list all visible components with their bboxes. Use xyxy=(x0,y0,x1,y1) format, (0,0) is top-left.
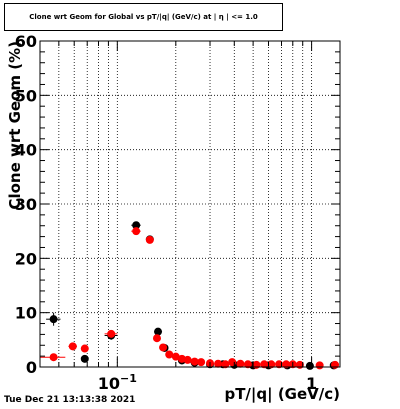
y-axis-title: Clone wrt Geom (%) xyxy=(6,41,24,210)
data-point xyxy=(80,354,89,363)
y-tick-label: 60 xyxy=(15,32,37,51)
data-point xyxy=(331,360,340,369)
data-point xyxy=(80,344,89,353)
data-point xyxy=(260,360,269,369)
timestamp: Tue Dec 21 13:13:38 2021 xyxy=(4,395,136,405)
x-axis-title: pT/|q| (GeV/c) xyxy=(224,385,340,404)
data-series xyxy=(40,221,340,370)
y-tick-label: 20 xyxy=(15,249,37,268)
data-point xyxy=(68,342,77,351)
x-tick-label: 10−1 xyxy=(98,372,137,393)
data-point xyxy=(171,352,180,361)
data-point xyxy=(228,358,237,367)
y-tick-label: 40 xyxy=(15,141,37,160)
data-point xyxy=(132,221,141,230)
data-point xyxy=(267,360,276,369)
series-0 xyxy=(46,221,338,370)
y-tick-label: 0 xyxy=(26,358,37,377)
data-point xyxy=(315,361,324,370)
data-point xyxy=(305,361,314,370)
y-tick-label: 50 xyxy=(15,86,37,105)
series-1 xyxy=(40,227,340,370)
data-point xyxy=(252,360,261,369)
data-point xyxy=(183,355,192,364)
x-tick-label: 1 xyxy=(306,374,317,393)
data-point xyxy=(197,358,206,367)
data-point xyxy=(214,359,223,368)
data-point xyxy=(107,329,116,338)
data-point xyxy=(282,360,291,369)
y-tick-label: 10 xyxy=(15,304,37,323)
data-point xyxy=(159,343,168,352)
data-point xyxy=(49,353,58,362)
data-point xyxy=(221,360,230,369)
tick-labels: 0 10 20 30 40 50 60 10−1 1 xyxy=(15,32,317,393)
chart-title-box: Clone wrt Geom for Global vs pT/|q| (GeV… xyxy=(4,3,283,31)
data-point xyxy=(132,227,141,236)
data-point xyxy=(145,235,154,244)
data-point xyxy=(236,359,245,368)
data-point xyxy=(154,327,163,336)
data-point xyxy=(152,334,161,343)
data-point xyxy=(49,315,58,324)
chart-title: Clone wrt Geom for Global vs pT/|q| (GeV… xyxy=(29,13,258,21)
y-tick-label: 30 xyxy=(15,195,37,214)
grid-lines xyxy=(39,40,340,368)
data-point xyxy=(243,360,252,369)
data-point xyxy=(165,350,174,359)
data-point xyxy=(190,357,199,366)
axis-ticks xyxy=(39,40,340,368)
